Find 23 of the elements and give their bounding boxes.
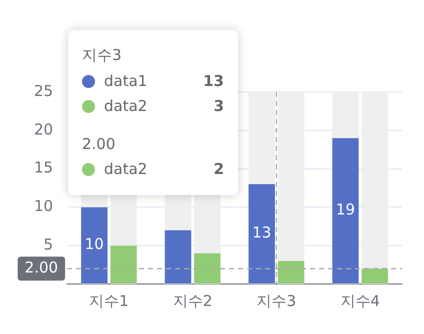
y-tick-label: 15 — [34, 158, 54, 177]
x-tick-label: 지수4 — [340, 292, 380, 310]
data-label: 10 — [84, 235, 104, 254]
data-label: 19 — [336, 200, 356, 219]
ref-line-label: 2.00 — [24, 258, 58, 277]
text: 13 — [203, 72, 224, 90]
bar — [362, 268, 388, 284]
x-tick-label: 지수1 — [89, 292, 129, 310]
data-label: 13 — [252, 224, 272, 242]
y-tick-label: 25 — [34, 82, 54, 100]
x-tick-label: 지수2 — [172, 292, 212, 310]
x-tick-label: 지수3 — [256, 292, 296, 310]
text: 2.00 — [82, 135, 116, 153]
y-tick-label: 20 — [34, 120, 54, 138]
text: data2 — [104, 97, 148, 115]
y-tick-label: 10 — [34, 197, 54, 216]
annotation: 3 — [214, 97, 224, 115]
bar — [278, 260, 304, 284]
legend-label: data1 — [104, 72, 148, 90]
y-tick-label: 5 — [44, 235, 54, 254]
legend-label: data2 — [104, 160, 148, 178]
text: 지수3 — [82, 46, 122, 64]
annotation: 2 — [214, 160, 224, 178]
